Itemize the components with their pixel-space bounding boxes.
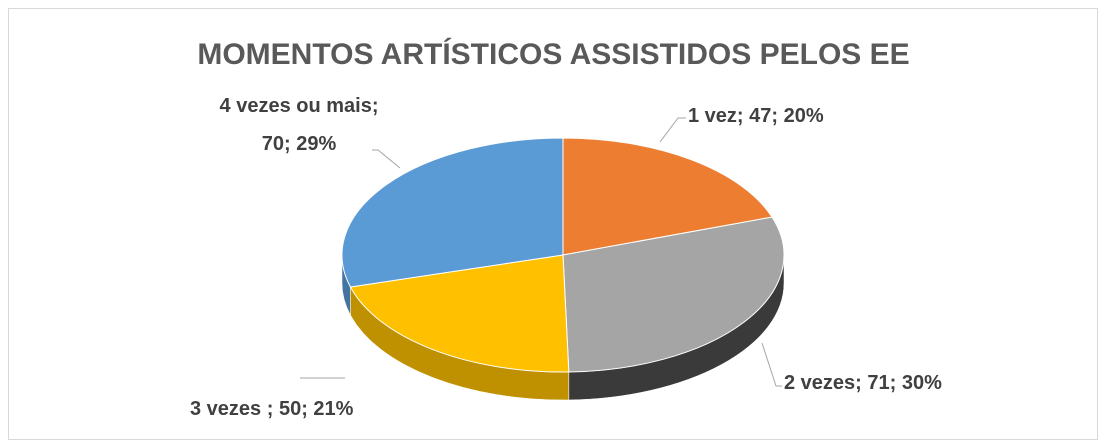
leader-line [659,117,686,143]
data-label: 4 vezes ou mais; 70; 29% [219,95,379,155]
data-label: 1 vez; 47; 20% [688,105,824,127]
data-label: 2 vezes; 71; 30% [784,372,942,394]
leader-line [372,149,401,169]
pie-slice [562,216,785,373]
chart-title: MOMENTOS ARTÍSTICOS ASSISTIDOS PELOS EE [197,38,910,71]
data-label: 3 vezes ; 50; 21% [190,398,354,420]
pie [341,137,785,401]
leader-line [761,342,782,387]
leader-lines [300,117,782,387]
pie-slice [349,254,570,373]
pie-slice [341,137,564,288]
pie-slice [562,137,773,256]
